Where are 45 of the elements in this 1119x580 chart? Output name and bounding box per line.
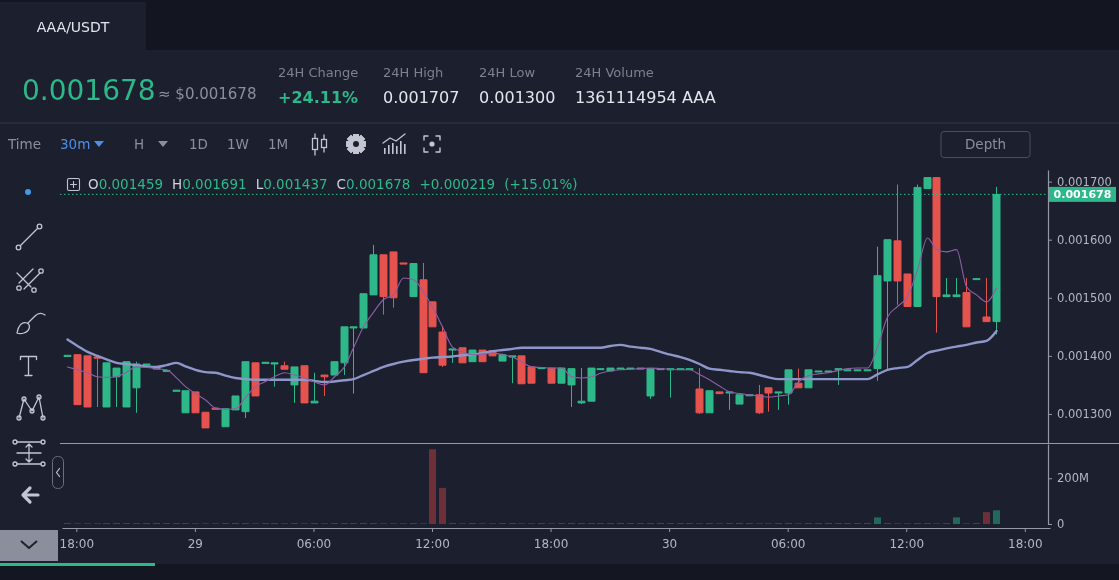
annotation: 0.001691	[182, 176, 247, 192]
x-tick-label: 29	[187, 536, 204, 551]
y-tick-label: 0.001400	[1057, 349, 1112, 364]
text: 24H Change	[278, 65, 359, 80]
text: +24.11%	[278, 88, 359, 107]
x-tick-label: 06:00	[770, 536, 806, 551]
chart-title: AAA/USDT	[36, 19, 110, 35]
y-tick-label: 0.001500	[1057, 290, 1112, 305]
text: 24H Low	[479, 65, 536, 80]
text: 24H Volume	[575, 65, 654, 80]
text: 1M	[268, 136, 289, 152]
text: 0.001707	[383, 88, 460, 107]
x-tick-label: 12:00	[415, 536, 450, 551]
annotation: L	[255, 176, 264, 192]
text: 1361114954 AAA	[575, 88, 716, 107]
text: Depth	[964, 136, 1007, 152]
annotation: 0.001459	[98, 176, 164, 192]
annotation: O	[88, 176, 99, 192]
annotation: 0.001437	[263, 176, 328, 192]
annotation: H	[172, 176, 183, 192]
text: 0.001300	[479, 88, 556, 107]
text: 1W	[227, 136, 249, 152]
x-tick-label: 18:00	[1008, 536, 1043, 551]
text: 0.001678	[22, 74, 156, 107]
annotation: C	[336, 176, 347, 192]
text: ≈ $0.001678	[158, 85, 257, 103]
y-tick-label: 200M	[1057, 471, 1089, 486]
x-tick-label: 18:00	[59, 536, 95, 551]
y-tick-label: 0	[1057, 517, 1065, 532]
x-tick-label: 18:00	[533, 536, 569, 551]
y-tick-label: 0.001600	[1057, 232, 1112, 247]
y-tick-label: 0.001700	[1057, 174, 1112, 189]
annotation: +0.000219	[419, 176, 496, 192]
text: 24H High	[383, 65, 444, 80]
annotation: (+15.01%)	[504, 176, 578, 192]
x-tick-label: 12:00	[889, 536, 925, 551]
text: 30m	[60, 136, 91, 152]
text: Time	[7, 136, 42, 152]
annotation: 0.001678	[346, 176, 411, 192]
x-tick-label: 06:00	[296, 536, 332, 551]
ref-line-label: 0.001678	[1053, 188, 1112, 202]
y-tick-label: 0.001300	[1057, 407, 1112, 422]
text: 1D	[189, 136, 208, 152]
text: H	[134, 136, 145, 152]
x-tick-label: 30	[661, 536, 678, 551]
